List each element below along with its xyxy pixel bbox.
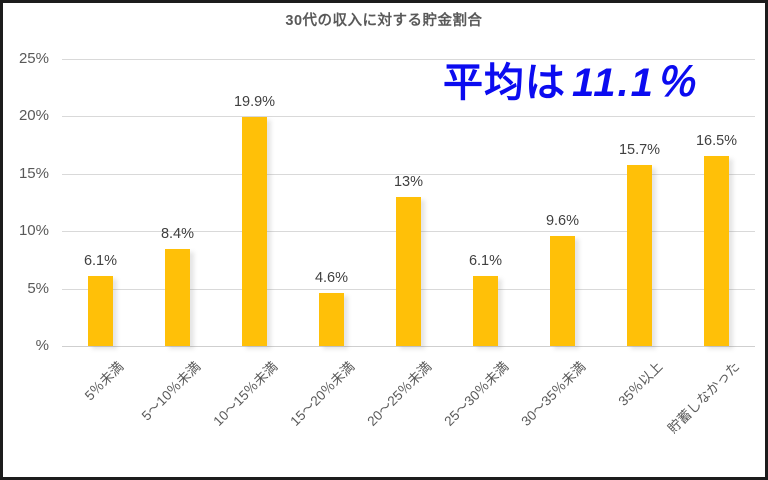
- bar-value-label: 19.9%: [233, 94, 276, 111]
- gridline-0: [62, 346, 755, 347]
- bar-value-label: 16.5%: [695, 133, 738, 150]
- bar: [165, 249, 190, 346]
- gridline-25: [62, 58, 755, 60]
- gridline-15: [62, 173, 755, 175]
- bar: [242, 117, 267, 346]
- average-annotation: 平均は 11.1％: [443, 61, 697, 105]
- bar-value-label: 6.1%: [83, 252, 118, 269]
- bar-value-label: 4.6%: [314, 270, 349, 287]
- y-axis-tick-label: 15%: [18, 164, 49, 182]
- y-axis-tick-label: 5%: [27, 279, 49, 297]
- bar: [627, 165, 652, 346]
- bar: [473, 275, 498, 346]
- bar: [88, 275, 113, 346]
- y-axis-tick-label: %: [35, 337, 49, 354]
- y-axis-tick-label: 25%: [18, 49, 49, 67]
- chart-title: 30代の収入に対する貯金割合: [285, 13, 483, 29]
- bar-value-label: 8.4%: [160, 226, 195, 243]
- bar-value-label: 6.1%: [468, 252, 503, 269]
- bar: [550, 235, 575, 346]
- y-axis-tick-label: 20%: [18, 107, 49, 124]
- annotation-value: 11.1％: [572, 61, 697, 105]
- bar: [319, 293, 344, 346]
- bar-value-label: 15.7%: [618, 142, 661, 159]
- annotation-prefix: 平均は: [443, 61, 566, 105]
- bar-value-label: 9.6%: [545, 212, 580, 229]
- bar: [704, 156, 729, 346]
- bar: [396, 196, 421, 346]
- gridline-20: [62, 116, 755, 117]
- bar-value-label: 13%: [393, 173, 424, 190]
- y-axis-tick-label: 10%: [18, 222, 49, 239]
